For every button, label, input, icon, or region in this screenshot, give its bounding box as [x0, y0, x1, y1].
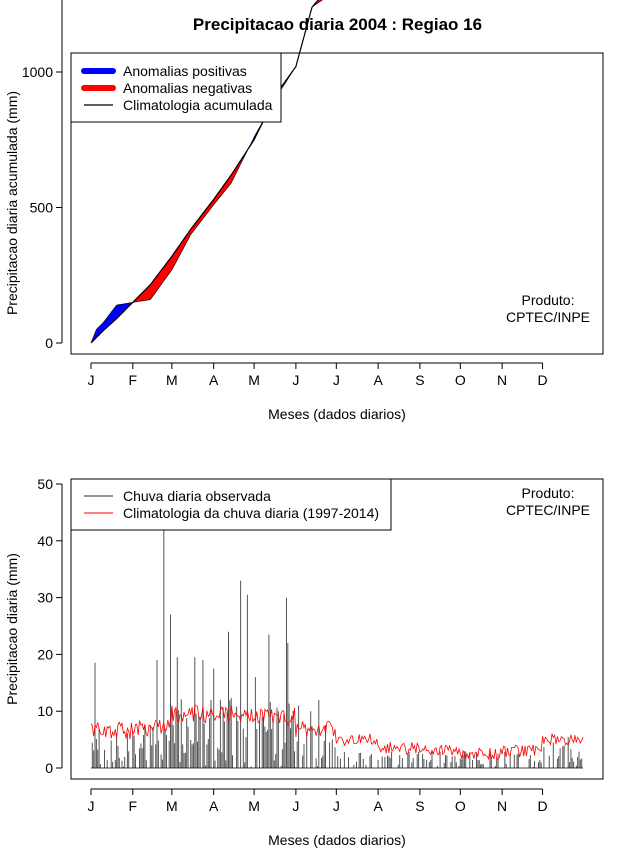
x-tick-label-daily: J	[333, 798, 340, 814]
x-tick-label-daily: M	[166, 798, 178, 814]
x-tick-label-daily: D	[537, 798, 547, 814]
y-tick-label: 0	[45, 335, 53, 351]
legend-label-daily-climatology: Climatologia da chuva diaria (1997-2014)	[123, 505, 379, 521]
legend-box-daily	[70, 478, 392, 531]
daily-climatology-line	[90, 704, 584, 761]
x-tick-label: A	[373, 372, 383, 388]
legend-daily: Chuva diaria observada Climatologia da c…	[70, 478, 392, 531]
page-title: Precipitacao diaria 2004 : Regiao 16	[192, 15, 483, 34]
negative-anomaly-area	[313, 0, 323, 7]
credit-line1-daily: Produto:	[522, 485, 575, 501]
y-tick-label: 1000	[22, 64, 53, 80]
y-axis-label: Precipitacao diaria acumulada (mm)	[4, 91, 20, 315]
x-tick-label: J	[88, 372, 95, 388]
x-tick-label: M	[248, 372, 260, 388]
y-tick-label-daily: 50	[37, 476, 53, 492]
x-tick-label-daily: S	[415, 798, 424, 814]
x-tick-label-daily: J	[292, 798, 299, 814]
credit-line2: CPTEC/INPE	[506, 309, 590, 325]
x-tick-label-daily: J	[88, 798, 95, 814]
y-tick-label: 500	[30, 200, 54, 216]
y-axis-label-daily: Precipitacao diaria (mm)	[4, 553, 20, 705]
legend-label-climatology: Climatologia acumulada	[123, 97, 273, 113]
x-tick-label-daily: M	[248, 798, 260, 814]
x-tick-label: J	[333, 372, 340, 388]
x-tick-label: J	[292, 372, 299, 388]
credit-line2-daily: CPTEC/INPE	[506, 502, 590, 518]
legend-label-positive: Anomalias positivas	[123, 63, 247, 79]
x-tick-label-daily: N	[497, 798, 507, 814]
y-tick-label-daily: 40	[37, 533, 53, 549]
legend-label-observed: Chuva diaria observada	[123, 488, 271, 504]
x-tick-label: N	[497, 372, 507, 388]
x-tick-label: A	[209, 372, 219, 388]
x-tick-label-daily: A	[373, 798, 383, 814]
x-tick-label: S	[415, 372, 424, 388]
credit-line1: Produto:	[522, 292, 575, 308]
x-tick-label: F	[129, 372, 138, 388]
x-tick-label: D	[537, 372, 547, 388]
y-tick-label-daily: 30	[37, 590, 53, 606]
x-tick-label-daily: A	[209, 798, 219, 814]
x-axis-label: Meses (dados diarios)	[268, 406, 406, 422]
plot-frame	[70, 52, 604, 355]
legend: Anomalias positivas Anomalias negativas …	[70, 52, 282, 123]
y-tick-label-daily: 0	[45, 760, 53, 776]
x-tick-label-daily: F	[129, 798, 138, 814]
legend-label-negative: Anomalias negativas	[123, 80, 252, 96]
x-tick-label-daily: O	[455, 798, 466, 814]
x-tick-label: O	[455, 372, 466, 388]
x-axis-label-daily: Meses (dados diarios)	[268, 832, 406, 848]
climatology-line	[90, 0, 320, 344]
x-tick-label: M	[166, 372, 178, 388]
y-tick-label-daily: 10	[37, 703, 53, 719]
y-tick-label-daily: 20	[37, 646, 53, 662]
